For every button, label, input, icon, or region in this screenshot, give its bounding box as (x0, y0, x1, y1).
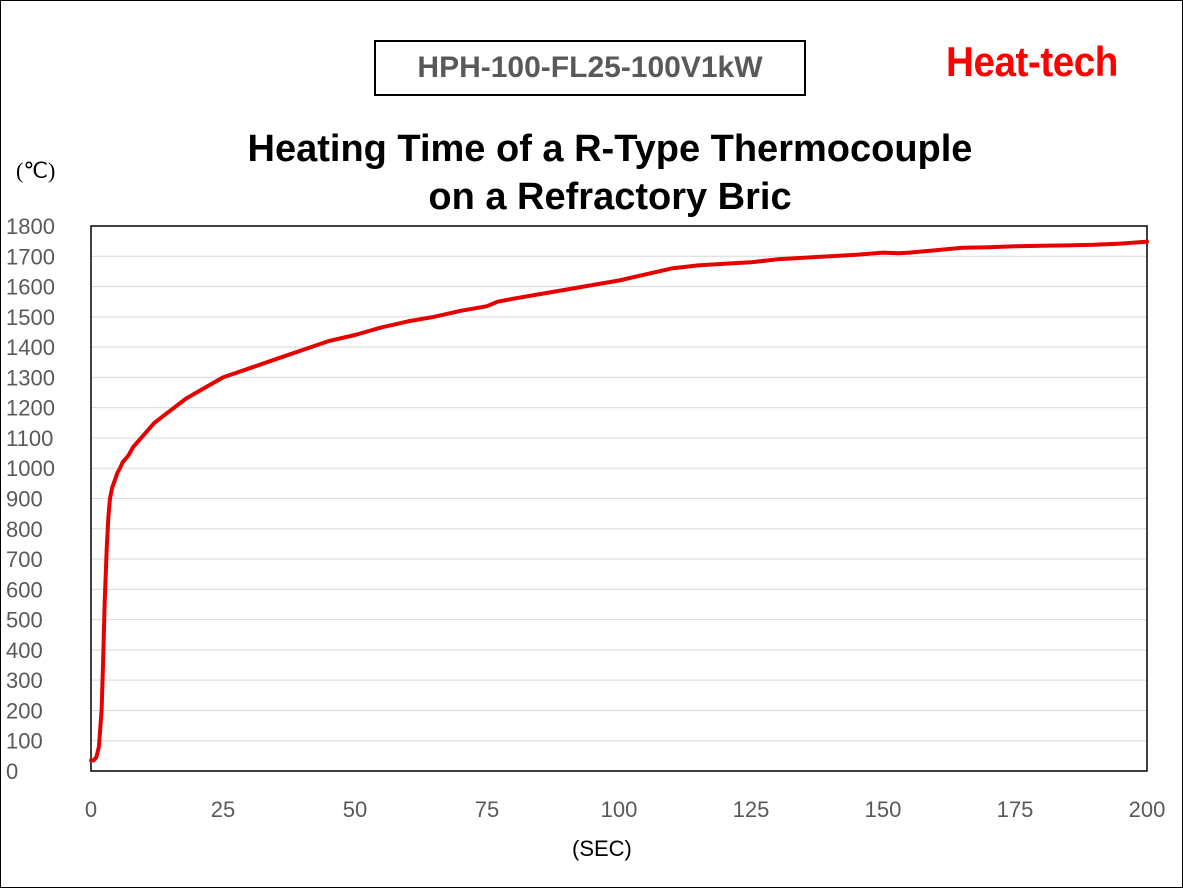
y-tick-label: 800 (6, 517, 43, 542)
x-tick-labels: 0 25 50 75 100 125 150 175 200 (85, 797, 1165, 822)
x-tick-label: 125 (733, 797, 770, 822)
x-tick-label: 100 (601, 797, 638, 822)
y-tick-label: 1700 (6, 244, 55, 269)
brand-logo-text: Heat-tech (946, 38, 1118, 85)
y-tick-label: 900 (6, 487, 43, 512)
model-label: HPH-100-FL25-100V1kW (417, 51, 763, 84)
x-axis-unit-label: (SEC) (572, 836, 632, 861)
x-tick-label: 150 (865, 797, 902, 822)
x-tick-label: 200 (1129, 797, 1166, 822)
y-tick-label: 1100 (6, 426, 53, 451)
chart-title-line-1: Heating Time of a R-Type Thermocouple (247, 128, 973, 170)
y-tick-label: 1300 (6, 365, 55, 390)
chart-title: Heating Time of a R-Type Thermocouple on… (110, 125, 1110, 221)
y-tick-label: 600 (6, 577, 43, 602)
x-tick-label: 175 (997, 797, 1034, 822)
y-tick-label: 200 (6, 698, 43, 723)
y-tick-label: 1600 (6, 275, 55, 300)
series-line-0 (89, 239, 1149, 763)
plot-area-border (90, 225, 1148, 772)
y-tick-label: 1200 (6, 396, 55, 421)
y-tick-label: 100 (6, 729, 43, 754)
model-label-box: HPH-100-FL25-100V1kW (374, 40, 806, 96)
y-tick-labels: 0 100 200 300 400 500 600 700 800 900 1000 1100 1200… (6, 214, 55, 784)
grid-lines (91, 255, 1147, 742)
y-tick-label: 1500 (6, 305, 55, 330)
x-tick-label: 50 (343, 797, 367, 822)
y-tick-label: 1000 (6, 456, 55, 481)
x-tick-label: 75 (475, 797, 499, 822)
series-layer (89, 239, 1149, 763)
chart-title-line-2: on a Refractory Bric (428, 176, 792, 218)
y-tick-label: 300 (6, 668, 43, 693)
y-tick-label: 1400 (6, 335, 55, 360)
y-tick-label: 400 (6, 638, 43, 663)
y-axis-unit-label: (℃) (16, 158, 56, 183)
y-tick-label: 700 (6, 547, 43, 572)
y-tick-label: 500 (6, 608, 43, 633)
y-tick-label: 1800 (6, 214, 55, 239)
x-tick-label: 25 (211, 797, 235, 822)
x-tick-label: 0 (85, 797, 97, 822)
y-tick-label: 0 (6, 759, 18, 784)
